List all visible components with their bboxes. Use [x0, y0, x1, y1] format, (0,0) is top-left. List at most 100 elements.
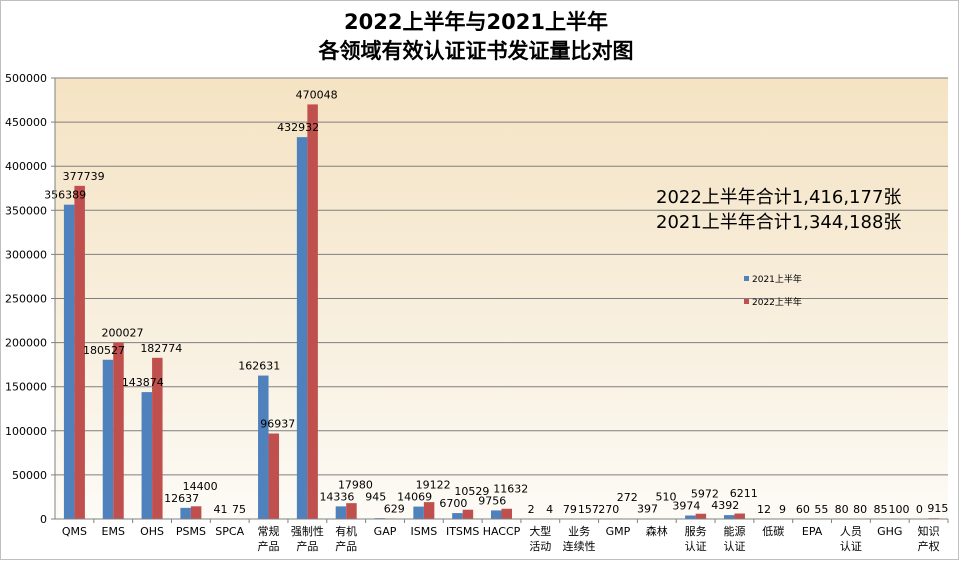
y-tick-label: 400000	[5, 160, 47, 173]
data-label-2021: 3974	[672, 499, 700, 512]
data-label-2022: 182774	[140, 342, 182, 355]
total-annotation-2022: 2022上半年合计1,416,177张	[656, 187, 901, 208]
data-label-2021: 4392	[711, 499, 739, 512]
x-tick-label: ITSMS	[446, 525, 479, 538]
x-tick-label: 业务	[568, 525, 590, 538]
bar-2021	[491, 510, 502, 519]
bar-2021	[64, 205, 74, 519]
data-label-2021: 143874	[122, 376, 164, 389]
y-tick-label: 100000	[5, 425, 47, 438]
x-tick-label: GMP	[606, 525, 631, 538]
data-label-2022: 75	[232, 503, 246, 516]
bar-2021	[142, 392, 153, 519]
data-label-2022: 17980	[338, 478, 373, 491]
data-label-2021: 397	[637, 503, 658, 516]
x-tick-label: GHG	[877, 525, 902, 538]
x-tick-label: 低碳	[762, 524, 784, 538]
y-tick-label: 150000	[5, 381, 47, 394]
x-tick-label: 知识	[918, 524, 940, 538]
data-label-2022: 272	[617, 491, 638, 504]
bar-2022	[734, 514, 745, 519]
data-label-2021: 180527	[83, 344, 125, 357]
y-tick-label: 200000	[5, 337, 47, 350]
data-label-2021: 12	[757, 503, 771, 516]
y-tick-label: 350000	[5, 204, 47, 217]
bar-2022	[346, 503, 357, 519]
chart-title-line1: 2022上半年与2021上半年	[344, 10, 608, 34]
x-tick-label: 常规	[258, 524, 280, 538]
bar-2021	[452, 513, 463, 519]
x-tick-label: 认证	[840, 540, 862, 553]
data-label-2022: 14400	[183, 480, 218, 493]
x-tick-label: EMS	[102, 525, 125, 538]
x-tick-label: 产权	[918, 539, 940, 553]
data-label-2021: 14069	[397, 491, 432, 504]
bar-2021	[180, 508, 191, 519]
x-tick-label: SPCA	[215, 525, 244, 538]
x-tick-label: HACCP	[483, 525, 521, 538]
data-label-2021: 41	[213, 503, 227, 516]
data-label-2022: 377739	[63, 170, 105, 183]
x-tick-label: 森林	[646, 524, 668, 538]
data-label-2021: 432932	[277, 121, 319, 134]
x-tick-label: 服务	[685, 525, 707, 538]
data-label-2021: 9756	[478, 494, 506, 507]
y-tick-label: 450000	[5, 116, 47, 129]
bar-2022	[113, 343, 124, 519]
data-label-2022: 55	[814, 503, 828, 516]
data-label-2021: 14336	[319, 490, 354, 503]
y-tick-label: 50000	[12, 469, 47, 482]
bar-2021	[685, 515, 696, 519]
data-label-2022: 470048	[296, 88, 338, 101]
y-tick-label: 250000	[5, 293, 47, 306]
data-label-2022: 629	[384, 502, 405, 515]
data-label-2021: 80	[835, 503, 849, 516]
bar-2021	[413, 507, 424, 519]
bar-2021	[336, 506, 347, 519]
data-label-2022: 11632	[493, 482, 528, 495]
y-tick-label: 300000	[5, 248, 47, 261]
bar-2021	[724, 515, 735, 519]
x-tick-label: 强制性	[291, 524, 324, 538]
data-label-2022: 4	[546, 503, 553, 516]
data-label-2022: 100	[889, 503, 910, 516]
x-tick-label: 活动	[529, 540, 551, 553]
bar-2022	[696, 514, 707, 519]
legend-swatch-2021	[744, 276, 749, 281]
x-tick-label: PSMS	[176, 525, 206, 538]
bar-2022	[424, 502, 435, 519]
x-tick-label: GAP	[374, 525, 397, 538]
x-tick-label: 产品	[335, 539, 357, 553]
data-label-2021: 79	[563, 503, 577, 516]
bar-2022	[269, 434, 280, 519]
legend-label-2021: 2021上半年	[752, 273, 802, 285]
data-label-2021: 85	[874, 503, 888, 516]
total-annotation-2021: 2021上半年合计1,344,188张	[656, 212, 901, 233]
bar-2022	[191, 506, 202, 519]
bar-2021	[297, 137, 308, 519]
data-label-2021: 0	[916, 503, 923, 516]
data-label-2021: 6700	[439, 497, 467, 510]
bar-2021	[103, 360, 114, 519]
data-label-2021: 2	[528, 503, 535, 516]
x-tick-label: 产品	[296, 539, 318, 553]
data-label-2022: 200027	[101, 327, 143, 340]
data-label-2022: 19122	[416, 479, 451, 492]
x-tick-label: 大型	[529, 524, 551, 538]
data-label-2021: 270	[598, 503, 619, 516]
data-label-2022: 915	[927, 502, 948, 515]
data-label-2022: 96937	[260, 418, 295, 431]
x-tick-label: 连续性	[563, 539, 596, 553]
x-tick-label: 能源	[723, 524, 745, 538]
x-tick-label: ISMS	[410, 525, 437, 538]
x-tick-label: EPA	[802, 525, 823, 538]
legend-label-2022: 2022上半年	[752, 296, 802, 308]
x-tick-label: 人员	[840, 525, 862, 538]
legend-swatch-2022	[744, 299, 749, 304]
bar-2022	[502, 509, 513, 519]
bar-2022	[307, 104, 318, 519]
data-label-2021: 162631	[238, 360, 280, 373]
bar-2022	[463, 510, 474, 519]
x-tick-label: 产品	[258, 539, 280, 553]
